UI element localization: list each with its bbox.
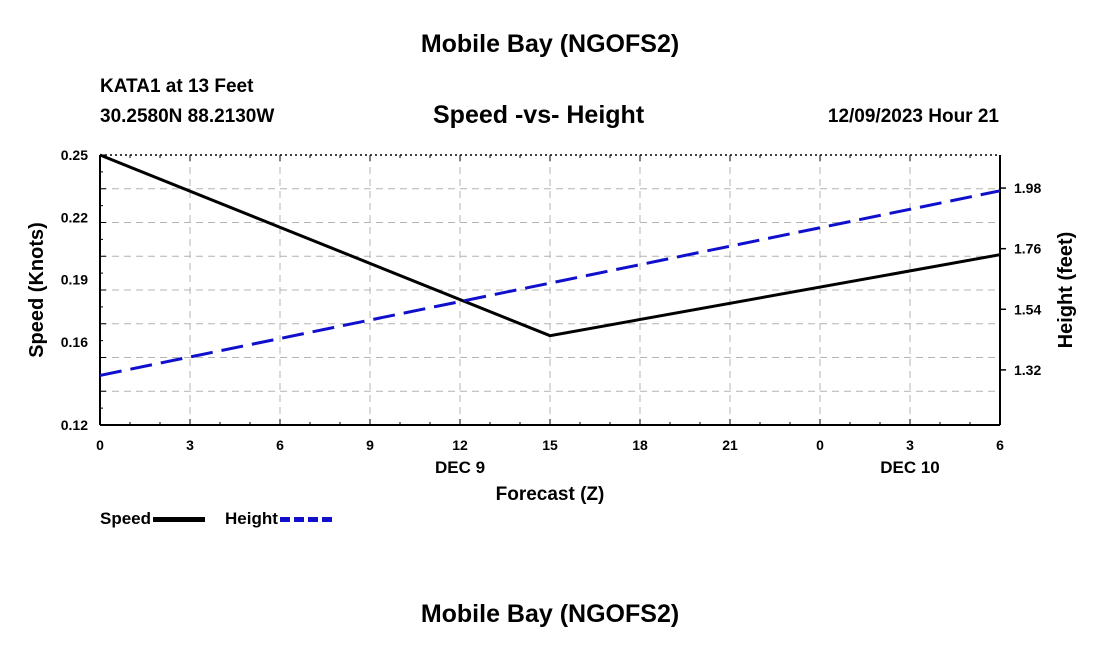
x-tick-label: 9: [366, 437, 374, 453]
x-tick-label: 3: [906, 437, 914, 453]
y2-tick-label: 1.98: [1014, 180, 1041, 196]
y-tick-label: 0.12: [61, 417, 88, 433]
x-tick-label: 21: [722, 437, 738, 453]
series-line-speed: [99, 153, 1001, 338]
forecast-datestamp: 12/09/2023 Hour 21: [827, 106, 999, 127]
y-tick-label: 0.19: [61, 272, 88, 288]
x-tick-label: 3: [186, 437, 194, 453]
x-tick-label: 15: [542, 437, 558, 453]
chart-legend: Speed Height: [100, 509, 352, 529]
chart-subtitle: Speed -vs- Height: [433, 101, 645, 129]
x-tick-label: 0: [96, 437, 104, 453]
y-axis-title: Speed (Knots): [26, 222, 48, 358]
x-tick-label: 18: [632, 437, 648, 453]
legend-speed-swatch: [153, 516, 206, 522]
y2-axis-title: Height (feet): [1055, 232, 1077, 349]
y-tick-label: 0.22: [61, 209, 88, 225]
legend-height-label: Height: [225, 509, 278, 528]
chart-title: Mobile Bay (NGOFS2): [420, 30, 680, 58]
bottom-title: Mobile Bay (NGOFS2): [420, 600, 680, 628]
y2-tick-label: 1.54: [1014, 301, 1041, 317]
legend-height-swatch: [279, 516, 332, 522]
x-tick-label: 12: [452, 437, 468, 453]
x-tick-label: 6: [276, 437, 284, 453]
speed-height-chart: 0 3 6 9 12 15 18 21 0 3 6 DEC 9 DEC 10 Forecast (Z) 0.…: [26, 147, 1077, 505]
y2-tick-label: 1.76: [1014, 241, 1041, 257]
station-label: KATA1 at 13 Feet: [100, 76, 254, 97]
series-line-height: [99, 189, 1001, 377]
x-tick-label: 0: [816, 437, 824, 453]
x-date-label: DEC 9: [435, 458, 485, 477]
y2-tick-label: 1.32: [1014, 362, 1041, 378]
y-tick-label: 0.16: [61, 334, 88, 350]
x-tick-label: 6: [996, 437, 1004, 453]
legend-speed-label: Speed: [100, 509, 152, 528]
y-tick-label: 0.25: [61, 147, 88, 163]
x-axis-title: Forecast (Z): [496, 484, 605, 505]
coordinates-label: 30.2580N 88.2130W: [100, 106, 275, 127]
x-date-label: DEC 10: [880, 458, 940, 477]
